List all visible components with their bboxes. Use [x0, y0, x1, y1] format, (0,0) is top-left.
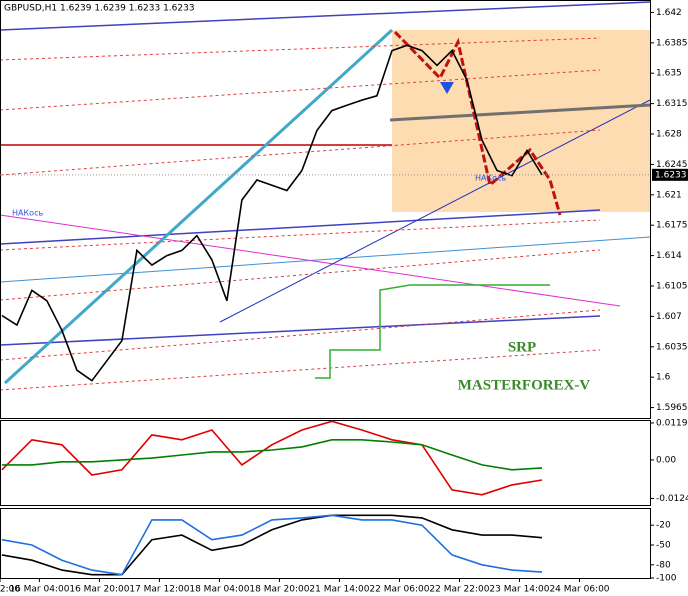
current-price-box: [652, 168, 688, 181]
zone: [392, 30, 650, 212]
annotation: НАКось: [475, 174, 506, 183]
annotation: НАКось: [12, 209, 43, 218]
x-tick-label: 22 Mar 22:00: [429, 585, 489, 595]
chart-title: GBPUSD,H1 1.6239 1.6239 1.6233 1.6233: [4, 4, 195, 14]
y-tick-label: 1.628: [656, 130, 682, 140]
y-tick-label: 1.6: [656, 373, 671, 383]
y-tick-label: 1.5965: [656, 403, 688, 413]
y-tick-label: -0.01248: [656, 494, 688, 504]
x-tick-label: 23 Mar 14:00: [489, 585, 549, 595]
panel-frames: [0, 0, 651, 579]
y-tick-label: 1.642: [656, 8, 682, 18]
x-tick-label: 18 Mar 04:00: [189, 585, 249, 595]
current-price-label: 1.6233: [655, 170, 687, 180]
drawings: [0, 1, 651, 391]
annotation: MASTERFOREX-V: [458, 377, 591, 393]
series-line: [1, 420, 543, 496]
y-tick-label: 1.6245: [656, 160, 688, 170]
y-tick-label: 1.6175: [656, 221, 688, 231]
y-tick-label: 1.6105: [656, 281, 688, 291]
x-tick-label: 18 Mar 20:00: [249, 585, 309, 595]
x-tick-label: 21 Mar 14:00: [309, 585, 369, 595]
y-tick-label: 1.6315: [656, 99, 688, 109]
x-tick-label: 24 Mar 06:00: [549, 585, 609, 595]
y-tick-label: 1.621: [656, 190, 682, 200]
x-tick-label: 22 Mar 06:00: [369, 585, 429, 595]
y-tick-label: 1.6385: [656, 38, 688, 48]
y-tick-label: -50: [656, 541, 671, 551]
x-tick-label: 17 Mar 12:00: [129, 585, 189, 595]
x-tick-label: 2:00: [0, 585, 20, 595]
series-line: [1, 514, 543, 576]
y-tick-label: 1.635: [656, 69, 682, 79]
x-tick-label: 16 Mar 20:00: [69, 585, 129, 595]
y-tick-label: 1.6035: [656, 342, 688, 352]
y-tick-label: -20: [656, 521, 671, 531]
y-tick-label: 1.607: [656, 312, 682, 322]
series-line: [1, 514, 543, 576]
y-tick-label: -80: [656, 560, 671, 570]
y-tick-label: 0.01197: [656, 418, 688, 428]
x-tick-label: 16 Mar 04:00: [9, 585, 69, 595]
y-tick-label: -100: [656, 574, 677, 584]
y-tick-label: 0.00: [656, 455, 676, 465]
series-line: [1, 439, 543, 471]
annotation: SRP: [508, 339, 536, 355]
y-tick-label: 1.614: [656, 251, 682, 261]
series-line: [1, 44, 543, 382]
